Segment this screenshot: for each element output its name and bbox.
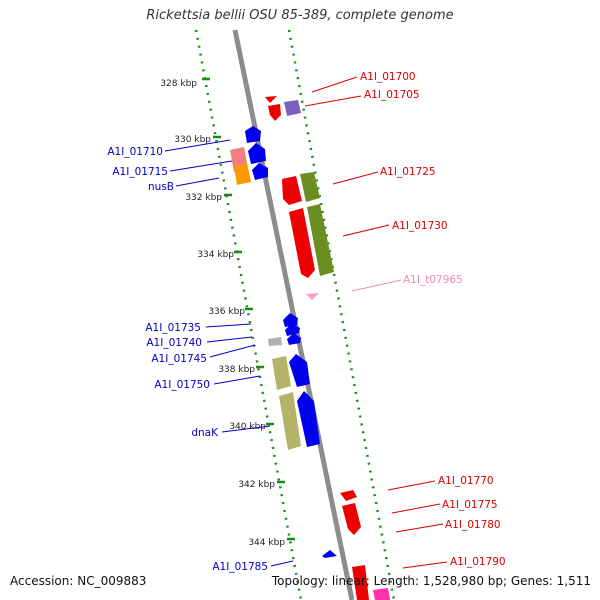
map-title: Rickettsia bellii OSU 85-389, complete g… (146, 8, 454, 23)
gene-A1I_01785[interactable] (322, 550, 337, 558)
gene-A1I_01725[interactable] (282, 172, 320, 205)
gene-label[interactable]: nusB (148, 181, 174, 193)
gene-A1I_01715[interactable] (234, 143, 266, 185)
scale-tick-label: 336 kbp (208, 307, 245, 317)
gene-A1I_01790[interactable] (352, 565, 390, 600)
gene-A1I_01750[interactable] (272, 354, 310, 390)
scale-tick: 342 kbp (238, 480, 285, 490)
scale-tick: 330 kbp (174, 135, 221, 145)
gene-A1I_01770[interactable] (340, 490, 357, 501)
left-strand-ruler (194, 29, 303, 600)
scale-tick-label: 344 kbp (248, 538, 285, 548)
scale-tick: 334 kbp (197, 250, 242, 260)
right-strand-features (265, 96, 390, 600)
gene-label[interactable]: A1I_01770 (438, 475, 494, 487)
gene-A1I_01735[interactable] (283, 313, 300, 336)
gene-label[interactable]: A1I_01780 (445, 519, 501, 531)
gene-label[interactable]: A1I_01735 (145, 322, 201, 334)
scale-tick: 332 kbp (185, 193, 232, 203)
scale-tick-label: 340 kbp (229, 422, 266, 432)
gene-A1I_01730[interactable] (289, 204, 334, 278)
gene-A1I_01705[interactable] (284, 100, 301, 116)
gene-label[interactable]: A1I_01745 (151, 353, 207, 365)
gene-label[interactable]: A1I_01775 (442, 499, 498, 511)
scale-tick: 340 kbp (229, 422, 274, 432)
scale-tick: 336 kbp (208, 307, 253, 317)
gene-A1I_t07965[interactable] (306, 293, 319, 300)
scale-tick: 344 kbp (248, 537, 295, 548)
gene-label[interactable]: A1I_01705 (364, 89, 420, 101)
label-leaders (164, 76, 448, 569)
gene-label[interactable]: A1I_01725 (380, 166, 436, 178)
gene-A1I_01775[interactable] (342, 503, 361, 535)
gene-label[interactable]: A1I_01740 (146, 337, 202, 349)
gene-A1I_01700[interactable] (265, 96, 281, 121)
gene-dnaK[interactable] (279, 391, 320, 450)
scale-tick-label: 334 kbp (197, 250, 234, 260)
accession-text: Accession: NC_009883 (10, 574, 147, 588)
gene-label[interactable]: A1I_01710 (107, 146, 163, 158)
scale-tick-label: 332 kbp (185, 193, 222, 203)
gene-label[interactable]: A1I_01715 (112, 166, 168, 178)
gene-label[interactable]: A1I_01750 (154, 379, 210, 391)
right-strand-ruler (287, 29, 396, 600)
scale-tick-label: 330 kbp (174, 135, 211, 145)
scale-tick-label: 338 kbp (218, 365, 255, 375)
genome-backbone (232, 29, 355, 600)
gene-label[interactable]: dnaK (191, 427, 219, 439)
gene-A1I_01740[interactable] (268, 337, 282, 346)
scale-tick-label: 342 kbp (238, 480, 275, 490)
gene-label[interactable]: A1I_01790 (450, 556, 506, 568)
scale-ticks: 328 kbp 330 kbp 332 kbp 334 kbp 336 kbp … (160, 77, 295, 548)
gene-label[interactable]: A1I_01785 (212, 561, 268, 573)
gene-label[interactable]: A1I_01700 (360, 71, 416, 83)
scale-tick: 328 kbp (160, 77, 210, 89)
right-strand-labels: A1I_01700 A1I_01705 A1I_01725 A1I_01730 … (360, 71, 506, 568)
left-strand-features (230, 126, 337, 558)
gene-label[interactable]: A1I_t07965 (403, 274, 463, 286)
gene-label[interactable]: A1I_01730 (392, 220, 448, 232)
left-strand-labels: A1I_01710 A1I_01715 nusB A1I_01735 A1I_0… (107, 146, 268, 573)
genome-summary-text: Topology: linear; Length: 1,528,980 bp; … (271, 574, 591, 588)
scale-tick-label: 328 kbp (160, 79, 197, 89)
gene-A1I_01745[interactable] (287, 333, 301, 345)
scale-tick: 338 kbp (218, 365, 264, 375)
gene-nusB[interactable] (252, 163, 268, 180)
